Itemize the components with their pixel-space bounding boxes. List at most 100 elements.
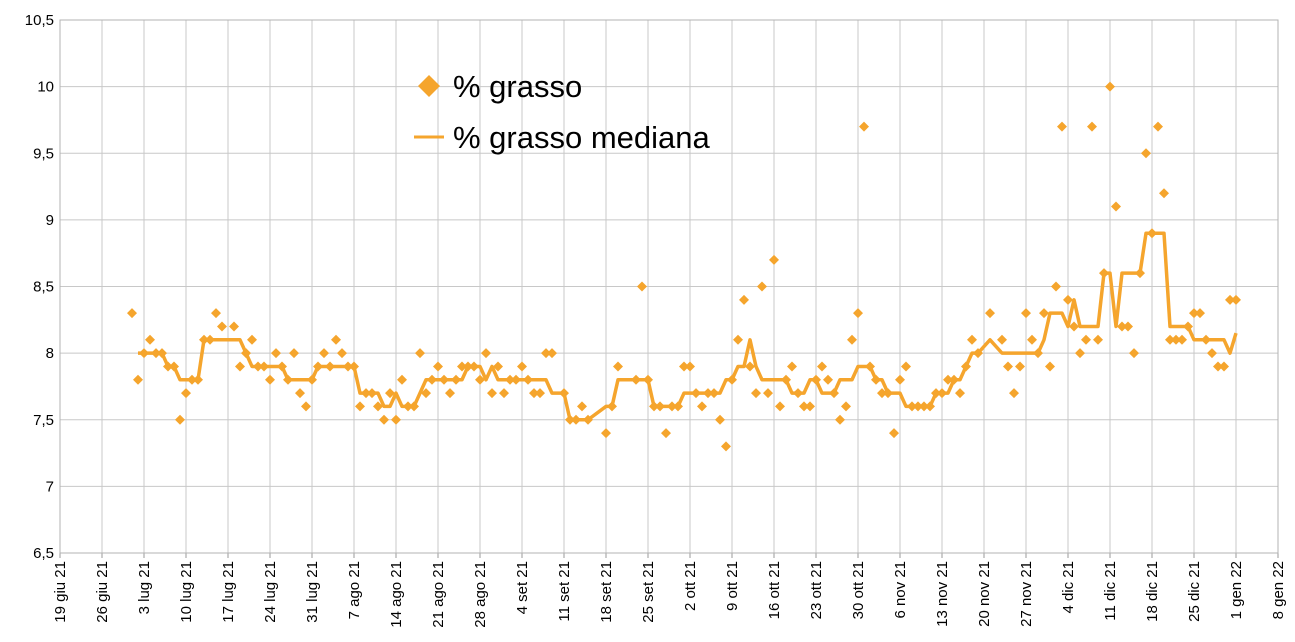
data-point [415,348,425,359]
legend-swatch [418,75,440,97]
data-point [1009,388,1019,399]
x-tick-label: 2 ott 21 [682,561,699,611]
x-tick-label: 6 nov 21 [892,561,909,619]
y-tick-label: 7,5 [33,412,54,429]
x-tick-label: 25 set 21 [640,561,657,623]
data-point [265,374,275,385]
data-point [1165,334,1175,345]
data-point [289,348,299,359]
data-point [697,401,707,412]
data-point [547,348,557,359]
data-point [493,361,503,372]
data-point [943,374,953,385]
data-point [799,401,809,412]
x-tick-label: 27 nov 21 [1018,561,1035,627]
data-point [1003,361,1013,372]
data-point [1057,121,1067,132]
data-point [661,428,671,439]
data-point [1159,188,1169,199]
data-point [1153,121,1163,132]
x-tick-label: 18 dic 21 [1144,561,1161,622]
data-point [181,388,191,399]
data-point [769,254,779,265]
data-point [319,348,329,359]
data-point [889,428,899,439]
data-point [685,361,695,372]
x-tick-label: 11 set 21 [556,561,573,622]
data-point [487,388,497,399]
data-point [541,348,551,359]
data-point [787,361,797,372]
x-tick-label: 26 giu 21 [94,561,111,623]
data-point [679,361,689,372]
data-point [823,374,833,385]
data-point [1171,334,1181,345]
data-point [577,401,587,412]
data-point [1093,334,1103,345]
data-point [391,414,401,425]
data-point [175,414,185,425]
data-point [817,361,827,372]
data-point [859,121,869,132]
data-point [601,428,611,439]
legend-label: % grasso [453,69,582,104]
x-tick-label: 14 ago 21 [388,561,405,628]
y-tick-label: 7 [46,478,54,495]
data-point [481,348,491,359]
legend: % grasso % grasso mediana [414,69,711,155]
data-point [337,348,347,359]
data-point [1105,81,1115,92]
y-tick-label: 10 [37,79,54,96]
data-point [235,361,245,372]
median-line [138,231,1238,422]
data-point [763,388,773,399]
data-point [529,388,539,399]
data-point [841,401,851,412]
data-point [901,361,911,372]
data-point [1051,281,1061,292]
x-tick-label: 30 ott 21 [850,561,867,619]
data-point [229,321,239,332]
data-point [1129,348,1139,359]
x-tick-label: 23 ott 21 [808,561,825,619]
data-point [1015,361,1025,372]
data-point [1177,334,1187,345]
data-point [745,361,755,372]
x-tick-label: 1 gen 22 [1228,561,1245,619]
data-point [1213,361,1223,372]
data-point [1081,334,1091,345]
data-point [1021,308,1031,319]
x-tick-label: 3 lug 21 [136,561,153,614]
data-point [385,388,395,399]
data-point [739,294,749,305]
data-point [127,308,137,319]
data-point [1207,348,1217,359]
data-point [1195,308,1205,319]
data-point [271,348,281,359]
data-point [499,388,509,399]
x-tick-label: 7 ago 21 [346,561,363,619]
x-tick-label: 24 lug 21 [262,561,279,623]
y-tick-label: 9,5 [33,145,54,162]
data-point [1225,294,1235,305]
x-tick-label: 19 giu 21 [52,561,69,623]
data-point [955,388,965,399]
data-point [1087,121,1097,132]
x-tick-label: 17 lug 21 [220,561,237,623]
data-point [1117,321,1127,332]
data-point [535,388,545,399]
data-point [985,308,995,319]
data-point [1069,321,1079,332]
data-point [145,334,155,345]
data-point [1075,348,1085,359]
data-point [1039,308,1049,319]
data-point [445,388,455,399]
y-tick-label: 8,5 [33,279,54,296]
x-tick-label: 16 ott 21 [766,561,783,619]
data-point [895,374,905,385]
x-tick-label: 20 nov 21 [976,561,993,627]
data-point [967,334,977,345]
x-tick-label: 28 ago 21 [472,561,489,628]
data-point [1123,321,1133,332]
